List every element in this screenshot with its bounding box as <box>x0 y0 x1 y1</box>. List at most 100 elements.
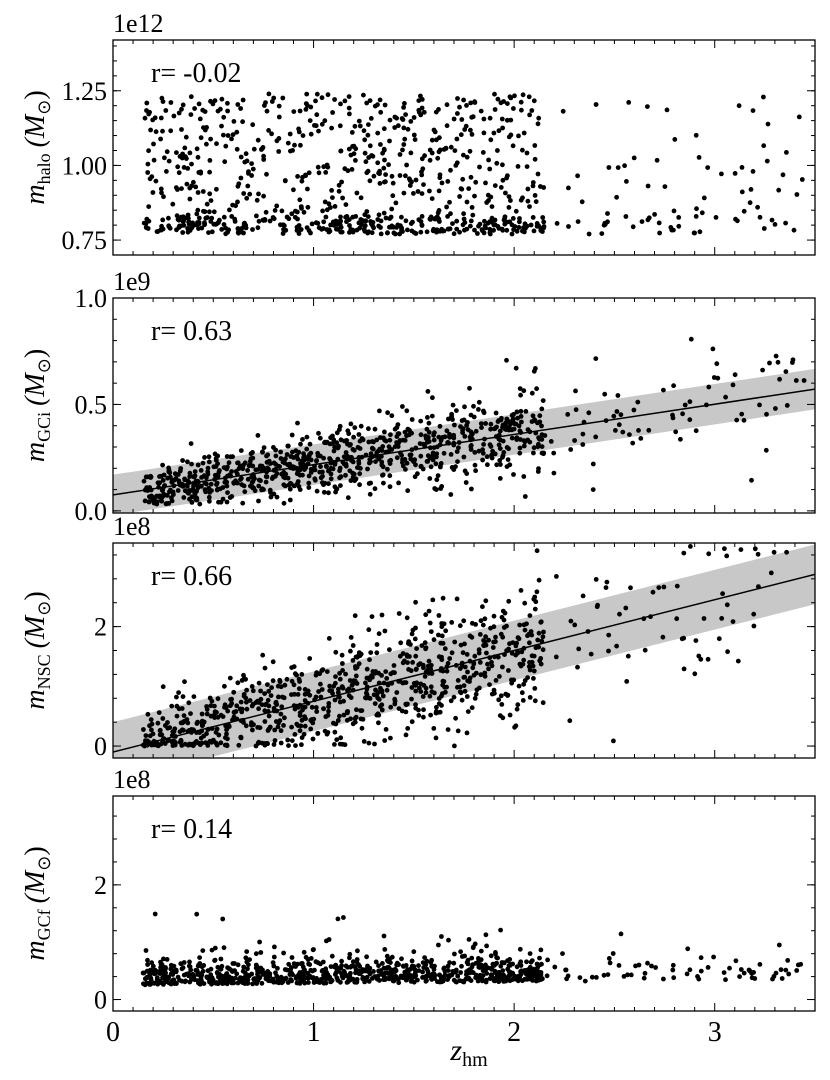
data-point <box>539 437 545 442</box>
data-point <box>275 724 281 730</box>
data-point <box>224 454 230 459</box>
data-point <box>442 434 448 440</box>
data-point <box>425 415 430 420</box>
data-point <box>338 979 343 985</box>
data-point <box>510 416 516 422</box>
data-point <box>599 231 605 237</box>
data-point <box>198 735 204 741</box>
data-point <box>504 623 509 629</box>
data-point <box>196 215 202 221</box>
data-point <box>260 971 265 976</box>
data-point <box>538 228 544 233</box>
data-point <box>274 494 280 500</box>
data-point <box>299 717 305 723</box>
data-point <box>204 731 209 737</box>
data-point <box>430 456 435 461</box>
data-point <box>408 973 414 979</box>
data-point <box>340 685 346 691</box>
data-point <box>347 223 352 228</box>
data-point <box>468 174 474 180</box>
data-point <box>250 463 256 469</box>
data-point <box>356 661 362 667</box>
data-point <box>448 452 454 457</box>
data-point <box>450 969 456 974</box>
data-point <box>625 653 631 659</box>
data-point <box>288 454 294 459</box>
data-point <box>437 135 442 141</box>
data-point <box>219 96 225 102</box>
data-point <box>418 432 424 438</box>
data-point <box>320 480 325 486</box>
data-point <box>418 418 424 424</box>
data-point <box>777 376 782 382</box>
data-point <box>380 444 386 449</box>
data-point <box>228 697 234 702</box>
data-point <box>363 977 368 982</box>
data-point <box>316 430 321 436</box>
data-point <box>389 413 395 419</box>
data-point <box>154 229 160 235</box>
data-point <box>623 605 629 611</box>
data-point <box>201 208 206 214</box>
data-point <box>423 690 429 696</box>
data-point <box>554 221 560 226</box>
data-point <box>621 974 627 979</box>
data-point <box>579 199 585 205</box>
data-point <box>282 715 287 721</box>
data-point <box>382 977 388 982</box>
data-point <box>661 976 666 982</box>
data-point <box>295 692 301 697</box>
data-point <box>262 665 268 671</box>
data-point <box>205 727 211 732</box>
data-point <box>472 696 478 701</box>
data-point <box>385 682 391 688</box>
data-point <box>423 973 429 979</box>
data-point <box>259 147 264 152</box>
data-point <box>411 115 417 120</box>
data-point <box>203 489 209 495</box>
data-point <box>195 972 200 977</box>
data-point <box>237 706 243 712</box>
data-point <box>296 686 302 692</box>
data-point <box>656 585 662 590</box>
data-point <box>672 137 678 142</box>
data-point <box>301 968 306 974</box>
data-point <box>615 165 621 171</box>
data-point <box>497 428 503 434</box>
data-point <box>725 649 730 655</box>
data-point <box>332 484 338 490</box>
data-point <box>273 970 278 976</box>
data-point <box>529 108 535 113</box>
data-point <box>326 636 332 641</box>
data-point <box>300 174 305 180</box>
data-point <box>375 102 380 108</box>
data-point <box>323 214 329 220</box>
data-point <box>531 98 537 104</box>
data-point <box>268 693 274 698</box>
data-point <box>605 972 611 977</box>
data-point <box>166 158 172 164</box>
data-point <box>313 98 318 104</box>
y-axis-label: mNSC(M⊙) <box>20 591 54 709</box>
data-point <box>520 147 525 153</box>
data-point <box>326 704 331 710</box>
data-point <box>419 105 425 111</box>
data-point <box>536 115 542 121</box>
data-point <box>478 108 484 114</box>
data-point <box>208 481 214 487</box>
data-point <box>181 165 187 170</box>
data-point <box>249 161 255 167</box>
data-point <box>454 596 460 602</box>
data-point <box>235 199 240 205</box>
data-point <box>427 693 433 699</box>
data-point <box>490 645 496 650</box>
y-label-main: m <box>20 940 51 960</box>
data-point <box>535 637 541 643</box>
data-point <box>481 643 486 648</box>
data-point <box>409 447 415 453</box>
data-point <box>582 978 588 984</box>
data-point <box>560 951 565 956</box>
data-point <box>273 462 279 467</box>
data-point <box>500 125 505 131</box>
data-point <box>738 547 744 552</box>
